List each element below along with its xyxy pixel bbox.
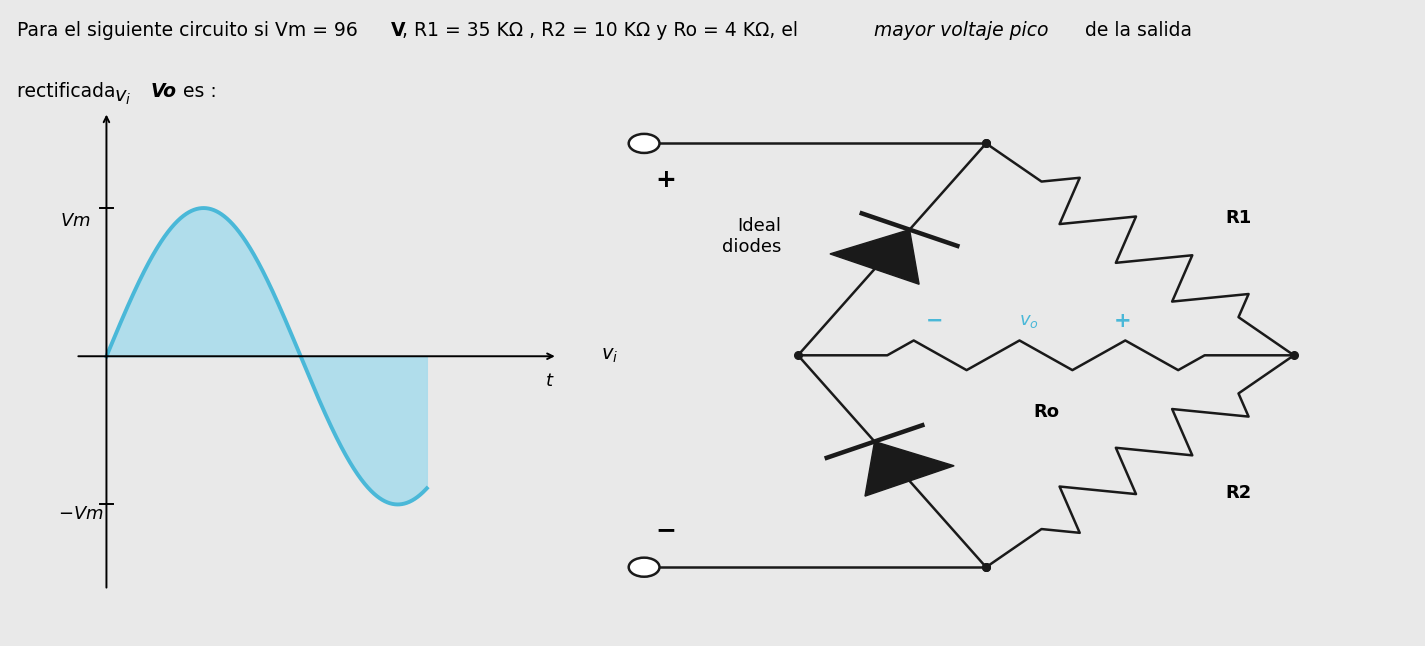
Text: , R1 = 35 KΩ , R2 = 10 KΩ y Ro = 4 KΩ, el: , R1 = 35 KΩ , R2 = 10 KΩ y Ro = 4 KΩ, e…: [402, 21, 804, 40]
Text: $v_o$: $v_o$: [1019, 312, 1039, 330]
Text: −: −: [656, 518, 675, 542]
Text: $v_i$: $v_i$: [601, 346, 618, 365]
Polygon shape: [865, 441, 955, 496]
Text: +: +: [656, 169, 675, 193]
Text: $-Vm$: $-Vm$: [58, 505, 104, 523]
Text: $v_i$: $v_i$: [114, 88, 131, 107]
Circle shape: [628, 557, 660, 577]
Text: Para el siguiente circuito si Vm = 96: Para el siguiente circuito si Vm = 96: [17, 21, 363, 40]
Text: Ideal
diodes: Ideal diodes: [721, 216, 781, 256]
Text: Vo: Vo: [151, 82, 177, 101]
Text: +: +: [1114, 311, 1131, 331]
Polygon shape: [829, 229, 919, 284]
Text: R1: R1: [1226, 209, 1251, 227]
Circle shape: [628, 134, 660, 153]
Text: rectificada: rectificada: [17, 82, 121, 101]
Text: $t$: $t$: [546, 372, 554, 390]
Text: −: −: [926, 311, 943, 331]
Text: $Vm$: $Vm$: [60, 212, 91, 230]
Text: es :: es :: [177, 82, 217, 101]
Text: Ro: Ro: [1033, 403, 1059, 421]
Text: V: V: [390, 21, 405, 40]
Text: R2: R2: [1226, 484, 1251, 502]
Text: mayor voltaje pico: mayor voltaje pico: [874, 21, 1047, 40]
Text: de la salida: de la salida: [1079, 21, 1191, 40]
